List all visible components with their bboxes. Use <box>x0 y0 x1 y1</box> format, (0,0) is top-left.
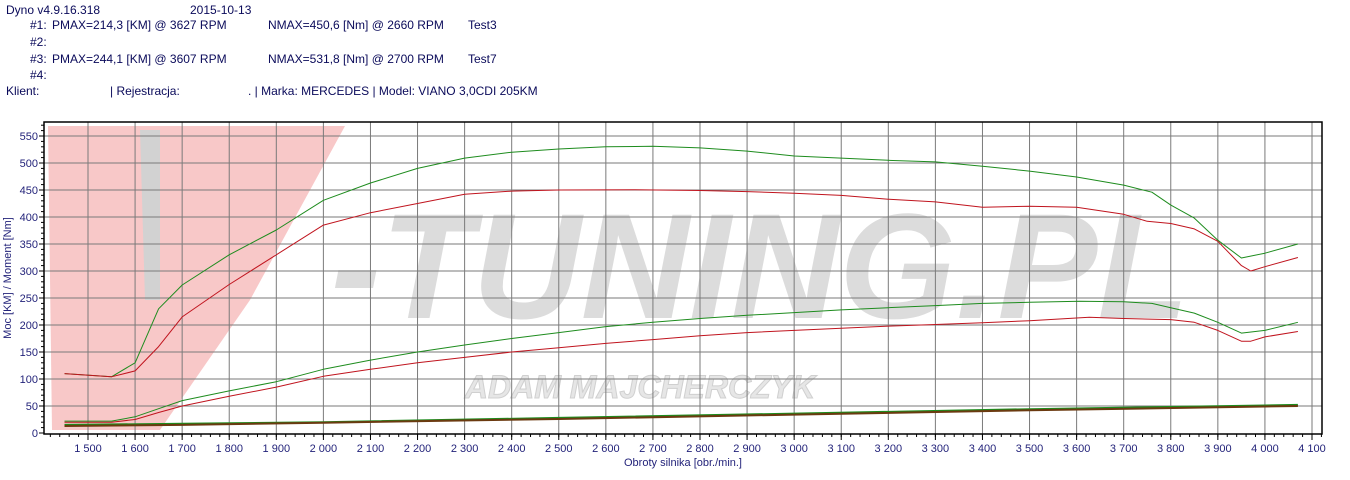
run-id: #2: <box>30 35 47 49</box>
watermark-subtitle: ADAM MAJCHERCZYK <box>464 369 818 405</box>
y-tick-label: 500 <box>20 158 38 170</box>
plot-frame <box>43 121 1323 435</box>
x-tick-label: 3 000 <box>780 443 808 455</box>
run-id: #3: <box>30 52 47 66</box>
series-test3-loss <box>64 405 1298 427</box>
y-tick-label: 50 <box>26 401 38 413</box>
x-tick-label: 2 300 <box>451 443 479 455</box>
series-test3-power <box>64 316 1298 423</box>
x-tick-label: 3 700 <box>1110 443 1138 455</box>
client-label: Klient: <box>6 84 40 98</box>
run-nmax: NMAX=531,8 [Nm] @ 2700 RPM <box>268 52 444 66</box>
x-tick-label: 2 400 <box>498 443 526 455</box>
watermark-logo-text: -TUNING.PL <box>331 182 1189 350</box>
vehicle-make-model: . | Marka: MERCEDES | Model: VIANO 3,0CD… <box>248 84 538 98</box>
series-test7-loss <box>64 403 1298 426</box>
x-tick-label: 2 200 <box>404 443 432 455</box>
run-pmax: PMAX=244,1 [KM] @ 3607 RPM <box>52 52 227 66</box>
y-tick-label: 350 <box>20 239 38 251</box>
x-tick-label: 3 100 <box>827 443 855 455</box>
y-tick-label: 450 <box>20 185 38 197</box>
x-tick-label: 2 800 <box>686 443 714 455</box>
app-version: Dyno v4.9.16.318 <box>6 3 101 17</box>
run-test: Test7 <box>468 52 497 66</box>
run-nmax: NMAX=450,6 [Nm] @ 2660 RPM <box>268 18 444 32</box>
x-tick-label: 1 800 <box>215 443 243 455</box>
x-tick-label: 1 600 <box>121 443 149 455</box>
x-tick-label: 3 200 <box>875 443 903 455</box>
x-tick-label: 3 500 <box>1016 443 1044 455</box>
y-tick-label: 100 <box>20 374 38 386</box>
x-tick-label: 2 700 <box>639 443 667 455</box>
x-tick-label: 3 600 <box>1063 443 1091 455</box>
y-tick-label: 300 <box>20 266 38 278</box>
series-lines <box>64 145 1299 427</box>
x-tick-label: 1 500 <box>74 443 102 455</box>
axes: 1 500 1 600 1 700 1 800 1 900 2 000 2 100 2 200… <box>20 124 1326 455</box>
x-tick-label: 4 000 <box>1251 443 1279 455</box>
watermark-v-shadow <box>140 130 160 300</box>
x-axis-label: Obroty silnika [obr./min.] <box>624 457 742 469</box>
y-tick-label: 550 <box>20 131 38 143</box>
run-id: #4: <box>30 68 47 82</box>
x-tick-label: 2 600 <box>592 443 620 455</box>
x-tick-label: 1 900 <box>263 443 291 455</box>
watermark-logo: -TUNING.PL ADAM MAJCHERCZYK <box>48 126 1189 430</box>
y-axis-label: Moc [KM] / Moment [Nm] <box>2 217 14 339</box>
run-id: #1: <box>30 18 47 32</box>
y-tick-label: 200 <box>20 320 38 332</box>
y-tick-label: 150 <box>20 347 38 359</box>
x-tick-label: 3 900 <box>1204 443 1232 455</box>
series-test3-torque <box>64 189 1299 378</box>
y-tick-label: 250 <box>20 293 38 305</box>
watermark-v-shape <box>48 126 345 430</box>
x-tick-label: 2 000 <box>310 443 338 455</box>
test-date: 2015-10-13 <box>190 3 252 17</box>
x-tick-label: 2 500 <box>545 443 573 455</box>
series-test7-torque <box>64 145 1299 378</box>
x-tick-label: 4 100 <box>1298 443 1326 455</box>
x-tick-label: 3 300 <box>922 443 950 455</box>
y-tick-label: 0 <box>32 428 38 440</box>
x-tick-label: 3 400 <box>969 443 997 455</box>
x-tick-label: 1 700 <box>168 443 196 455</box>
series-test7-power <box>64 300 1299 422</box>
x-tick-label: 2 100 <box>357 443 385 455</box>
run-pmax: PMAX=214,3 [KM] @ 3627 RPM <box>52 18 227 32</box>
x-tick-label: 3 800 <box>1157 443 1185 455</box>
run-test: Test3 <box>468 18 497 32</box>
registration-label: | Rejestracja: <box>110 84 180 98</box>
x-tick-label: 2 900 <box>733 443 761 455</box>
y-tick-label: 400 <box>20 212 38 224</box>
